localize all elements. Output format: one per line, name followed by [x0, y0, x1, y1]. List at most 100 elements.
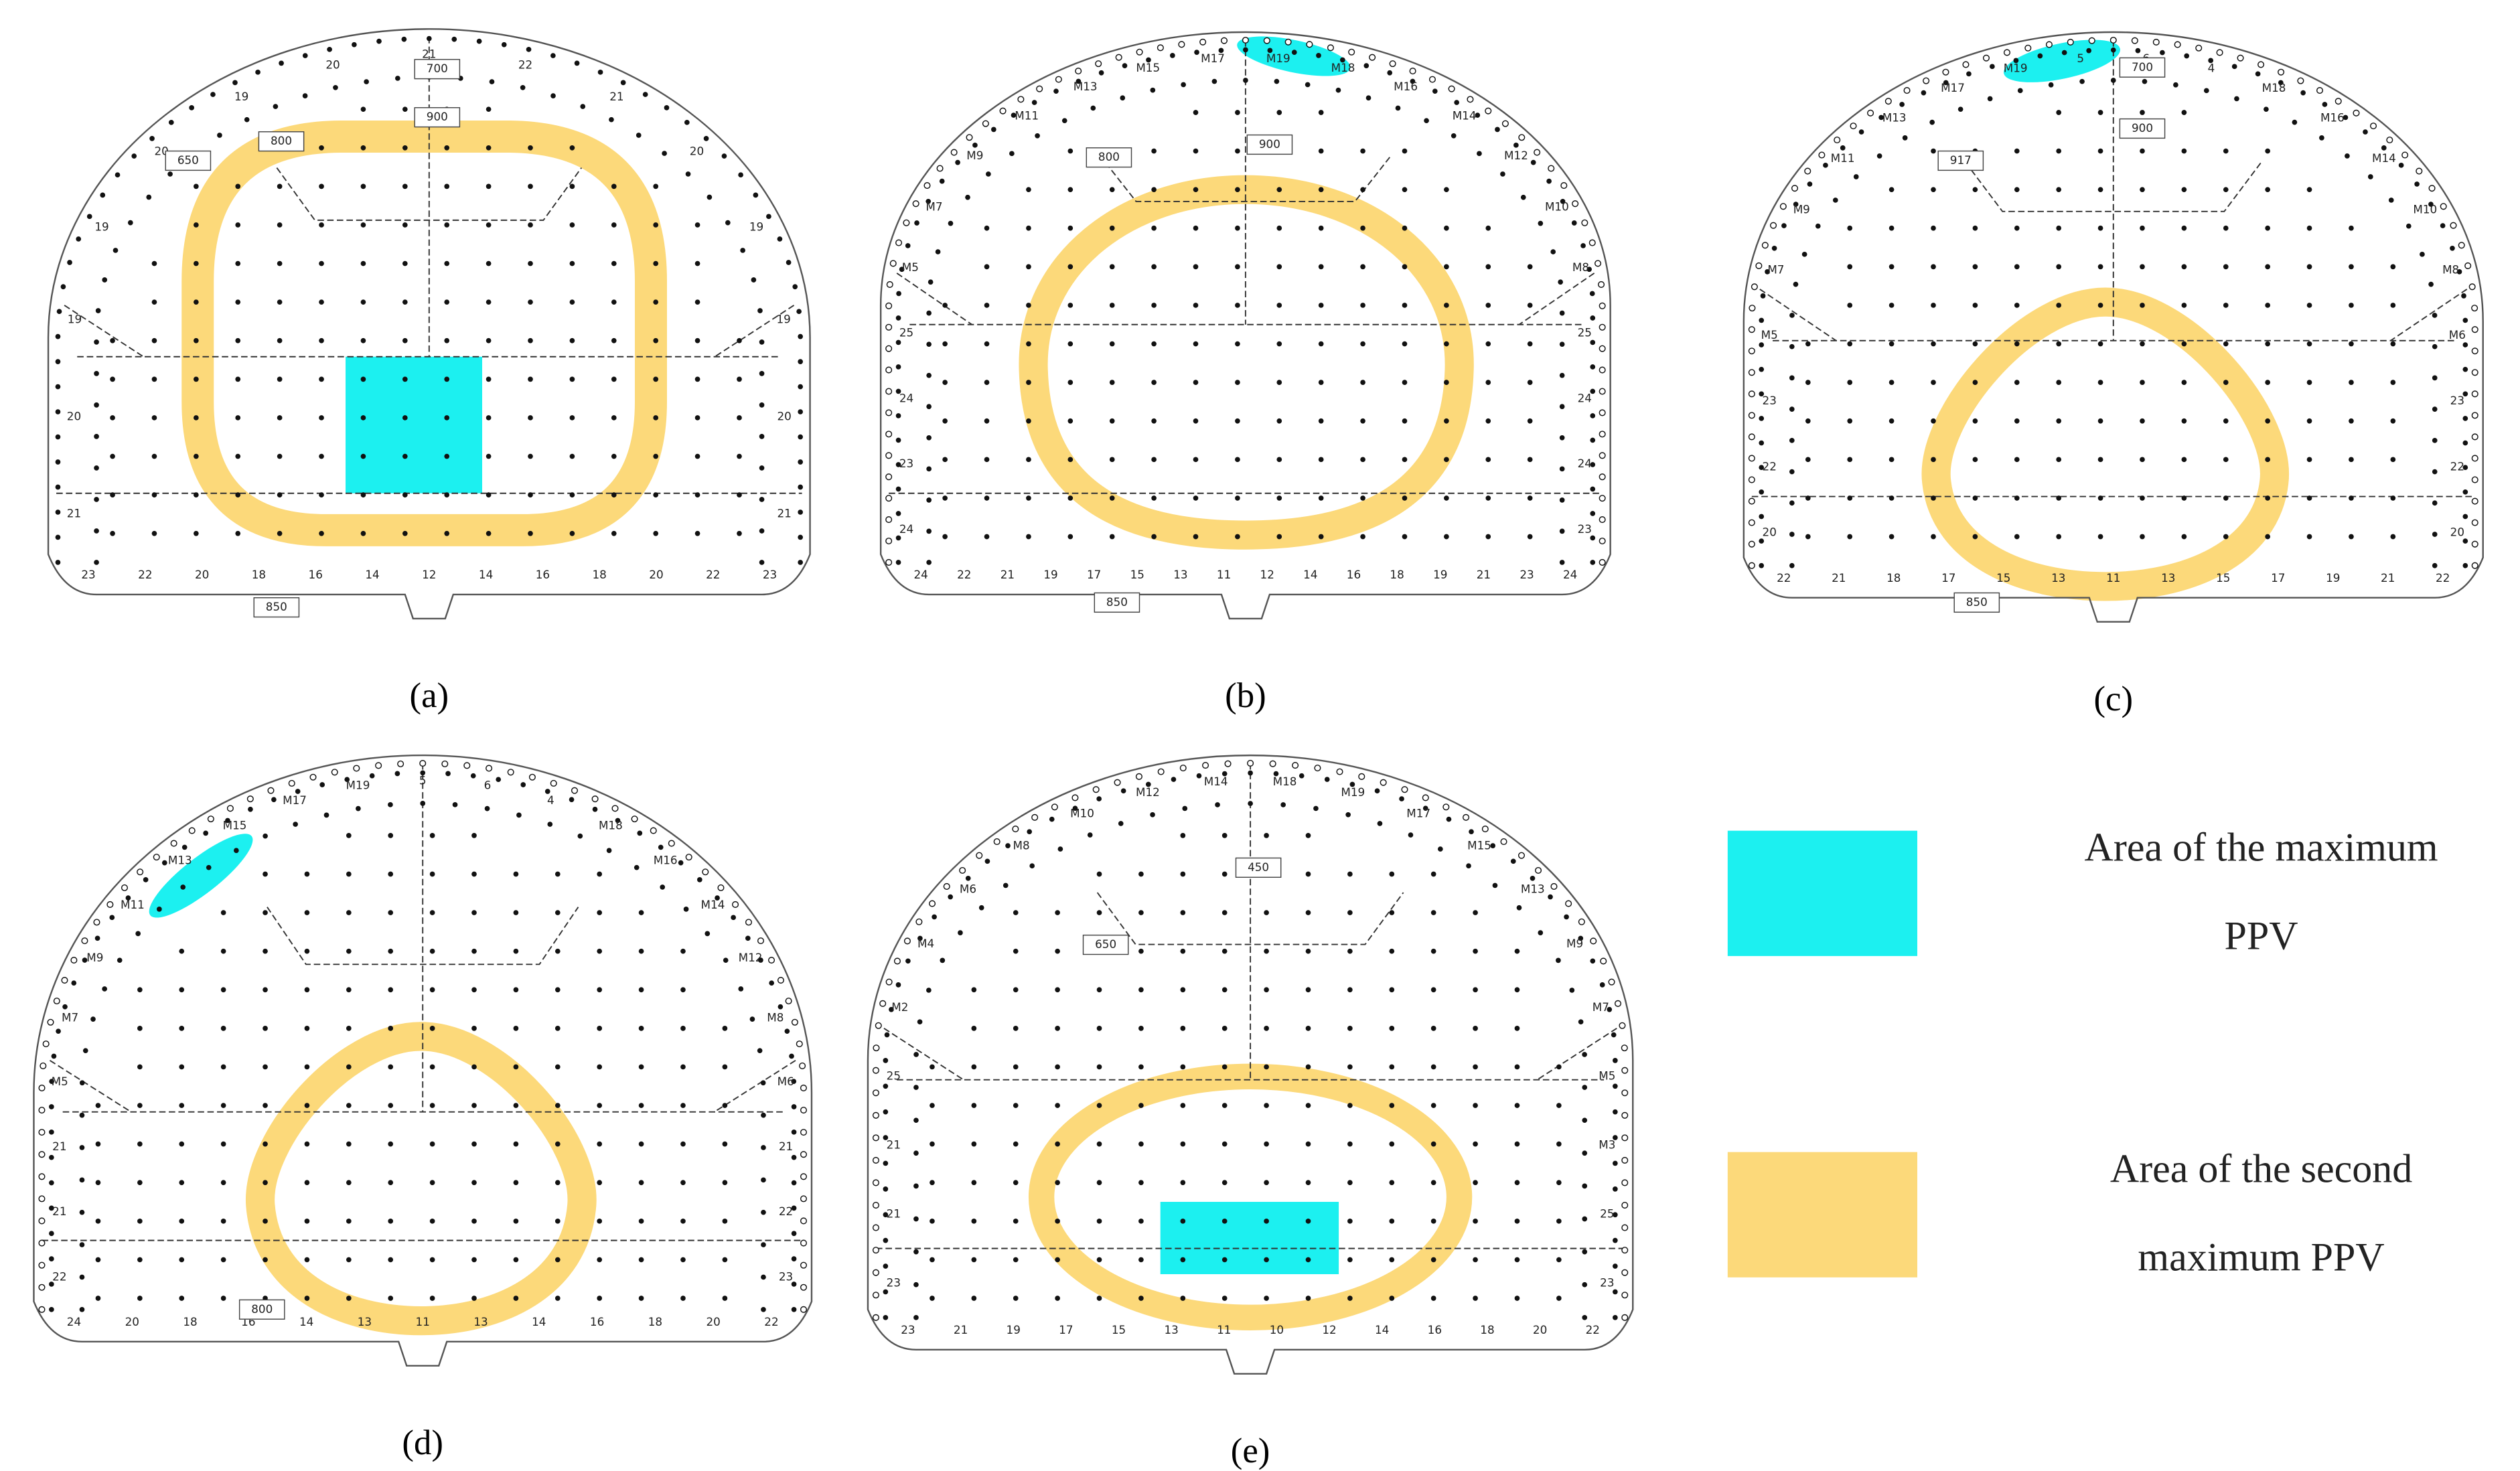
hole-number: M6	[2449, 328, 2466, 341]
contour-hole	[800, 1151, 808, 1158]
blast-hole	[1096, 871, 1102, 877]
perimeter-hole	[884, 1032, 890, 1038]
dimension-label: 850	[1106, 595, 1128, 609]
perimeter-hole	[592, 806, 598, 812]
blast-hole	[2390, 303, 2396, 308]
blast-hole	[1347, 1064, 1353, 1070]
blast-hole	[1402, 457, 1408, 463]
blast-hole	[1013, 1257, 1019, 1263]
blast-hole	[1389, 1141, 1395, 1147]
dimension-box	[2119, 57, 2166, 78]
contour-hole	[1036, 85, 1043, 92]
blast-hole	[1026, 225, 1031, 231]
blast-hole	[513, 871, 519, 877]
helper-hole	[580, 104, 586, 109]
blast-hole	[1402, 303, 1408, 308]
blast-hole	[513, 1218, 519, 1224]
perimeter-hole	[1578, 935, 1584, 941]
blast-hole	[429, 1064, 435, 1070]
blast-hole	[194, 415, 199, 420]
perimeter-hole	[1120, 788, 1126, 794]
hole-number: 23	[779, 1269, 793, 1283]
blast-hole	[513, 1141, 519, 1147]
contour-hole	[885, 558, 893, 566]
blast-hole	[2349, 303, 2354, 308]
hole-number: 14	[365, 568, 379, 581]
helper-hole	[516, 812, 522, 818]
blast-hole	[304, 1257, 310, 1263]
perimeter-hole	[1011, 112, 1017, 118]
blast-hole	[402, 453, 408, 459]
blast-hole	[429, 1218, 435, 1224]
blast-hole	[984, 341, 990, 347]
blast-hole	[1055, 1103, 1060, 1108]
blast-hole	[95, 1296, 101, 1301]
hole-number: 21	[887, 1207, 901, 1220]
blast-hole	[1318, 225, 1324, 231]
blast-hole	[942, 341, 948, 347]
blast-hole	[1473, 1257, 1478, 1263]
perimeter-hole	[115, 172, 121, 178]
perimeter-hole	[798, 333, 803, 339]
perimeter-hole	[753, 192, 759, 198]
blast-hole	[1514, 987, 1520, 993]
hole-number: M19	[2004, 62, 2028, 75]
helper-hole	[1215, 802, 1220, 807]
hole-number: 25	[1578, 325, 1592, 339]
hole-number: 4	[2208, 62, 2215, 75]
blast-hole	[1430, 1141, 1436, 1147]
helper-hole	[1003, 882, 1009, 888]
blast-hole	[151, 260, 157, 266]
blast-hole	[638, 1180, 644, 1186]
blast-hole	[444, 376, 450, 382]
hole-number: 11	[1217, 568, 1231, 581]
perimeter-hole	[1299, 773, 1305, 779]
panel-label: (a)	[410, 676, 449, 715]
helper-hole	[1559, 341, 1565, 347]
blast-hole	[1193, 148, 1199, 154]
contour-hole	[1884, 98, 1892, 105]
contour-hole	[885, 495, 893, 502]
blast-hole	[1109, 457, 1115, 463]
blast-hole	[444, 337, 450, 343]
helper-hole	[550, 93, 556, 98]
blast-hole	[263, 948, 268, 954]
blast-hole	[1360, 380, 1365, 385]
blast-hole	[346, 1180, 352, 1186]
max-ppv-area	[346, 356, 483, 493]
hole-number: 19	[1007, 1323, 1021, 1336]
perimeter-hole	[932, 914, 937, 920]
perimeter-hole	[1454, 100, 1460, 105]
blast-hole	[1972, 225, 1978, 231]
perimeter-hole	[664, 105, 670, 110]
contour-hole	[2471, 476, 2478, 483]
hole-number: M10	[1545, 200, 1569, 213]
helper-hole	[1150, 811, 1155, 818]
blast-hole	[1473, 910, 1478, 915]
hole-number: M16	[1394, 80, 1418, 93]
contour-hole	[2131, 37, 2138, 44]
perimeter-hole	[798, 560, 804, 565]
blast-hole	[1235, 495, 1240, 501]
blast-hole	[2349, 457, 2354, 463]
blast-hole	[402, 376, 408, 382]
blast-hole	[1360, 303, 1365, 308]
blast-hole	[1430, 871, 1436, 877]
blast-hole	[1026, 341, 1031, 347]
blast-hole	[2097, 457, 2103, 463]
dimension-box	[258, 131, 305, 152]
helper-hole	[1377, 821, 1383, 826]
blast-hole	[1276, 225, 1282, 231]
contour-hole	[2152, 38, 2160, 46]
helper-hole	[683, 907, 689, 912]
contour-hole	[226, 805, 234, 812]
contour-hole	[885, 388, 893, 395]
contour-hole	[1748, 433, 1755, 441]
perimeter-hole	[1840, 145, 1846, 151]
blast-hole	[2014, 225, 2020, 231]
blast-hole	[429, 1141, 435, 1147]
perimeter-hole	[49, 1282, 54, 1287]
blast-hole	[2265, 341, 2271, 347]
blast-hole	[1109, 341, 1115, 347]
